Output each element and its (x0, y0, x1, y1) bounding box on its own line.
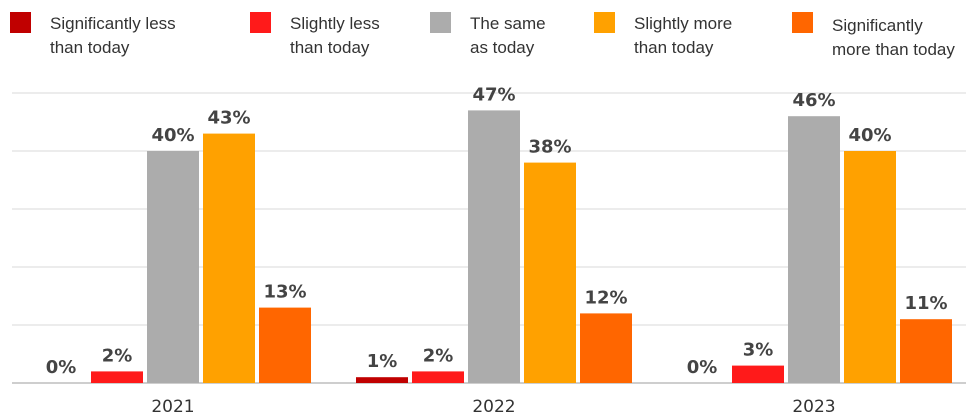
bar-2021-series-5 (259, 307, 311, 383)
bar-2023-series-4 (844, 151, 896, 383)
bar-2021-series-4 (203, 133, 255, 383)
value-label-2023-series-2: 3% (743, 340, 774, 361)
value-label-2021-series-4: 43% (207, 108, 250, 129)
value-label-2023-series-3: 46% (792, 90, 835, 111)
value-label-2023-series-1: 0% (687, 357, 718, 378)
legend-label-3: The same as today (470, 14, 546, 57)
bar-2023-series-3 (788, 116, 840, 383)
value-label-2022-series-5: 12% (584, 287, 627, 308)
value-label-2022-series-1: 1% (367, 351, 398, 372)
bar-2022-series-4 (524, 162, 576, 383)
category-label-2021: 2021 (151, 397, 194, 417)
value-label-2021-series-5: 13% (263, 282, 306, 303)
bar-2021-series-3 (147, 151, 199, 383)
legend-swatch-2 (250, 12, 271, 33)
bar-2022-series-1 (356, 377, 408, 383)
legend-label-5: Significantly more than today (832, 16, 955, 59)
value-label-2023-series-5: 11% (904, 293, 947, 314)
legend-swatch-3 (430, 12, 451, 33)
value-label-2021-series-1: 0% (46, 357, 77, 378)
bar-2023-series-2 (732, 365, 784, 383)
category-label-2022: 2022 (472, 397, 515, 417)
value-labels: 0% 2% 40% 43% 13% 1% 2% 47% 38% 12% 0% 3% 46% 40% 11% (46, 84, 948, 378)
value-label-2023-series-4: 40% (848, 125, 891, 146)
value-label-2021-series-2: 2% (102, 345, 133, 366)
value-label-2022-series-2: 2% (423, 345, 454, 366)
bar-2023-series-5 (900, 319, 952, 383)
legend-swatch-4 (594, 12, 615, 33)
legend-label-1: Significantly less than today (50, 14, 176, 57)
value-label-2022-series-4: 38% (528, 137, 571, 158)
bars (91, 110, 952, 384)
legend-swatch-5 (792, 12, 813, 33)
bar-2022-series-5 (580, 313, 632, 383)
legend-label-2: Slightly less than today (290, 14, 380, 57)
category-labels: 2021 2022 2023 (151, 397, 835, 417)
legend-label-4: Slightly more than today (634, 14, 732, 57)
bar-2022-series-3 (468, 110, 520, 384)
legend: Significantly less than today Slightly les… (10, 12, 955, 59)
value-label-2021-series-3: 40% (151, 125, 194, 146)
bar-2021-series-2 (91, 371, 143, 383)
value-label-2022-series-3: 47% (472, 84, 515, 105)
legend-swatch-1 (10, 12, 31, 33)
bar-2022-series-2 (412, 371, 464, 383)
category-label-2023: 2023 (792, 397, 835, 417)
